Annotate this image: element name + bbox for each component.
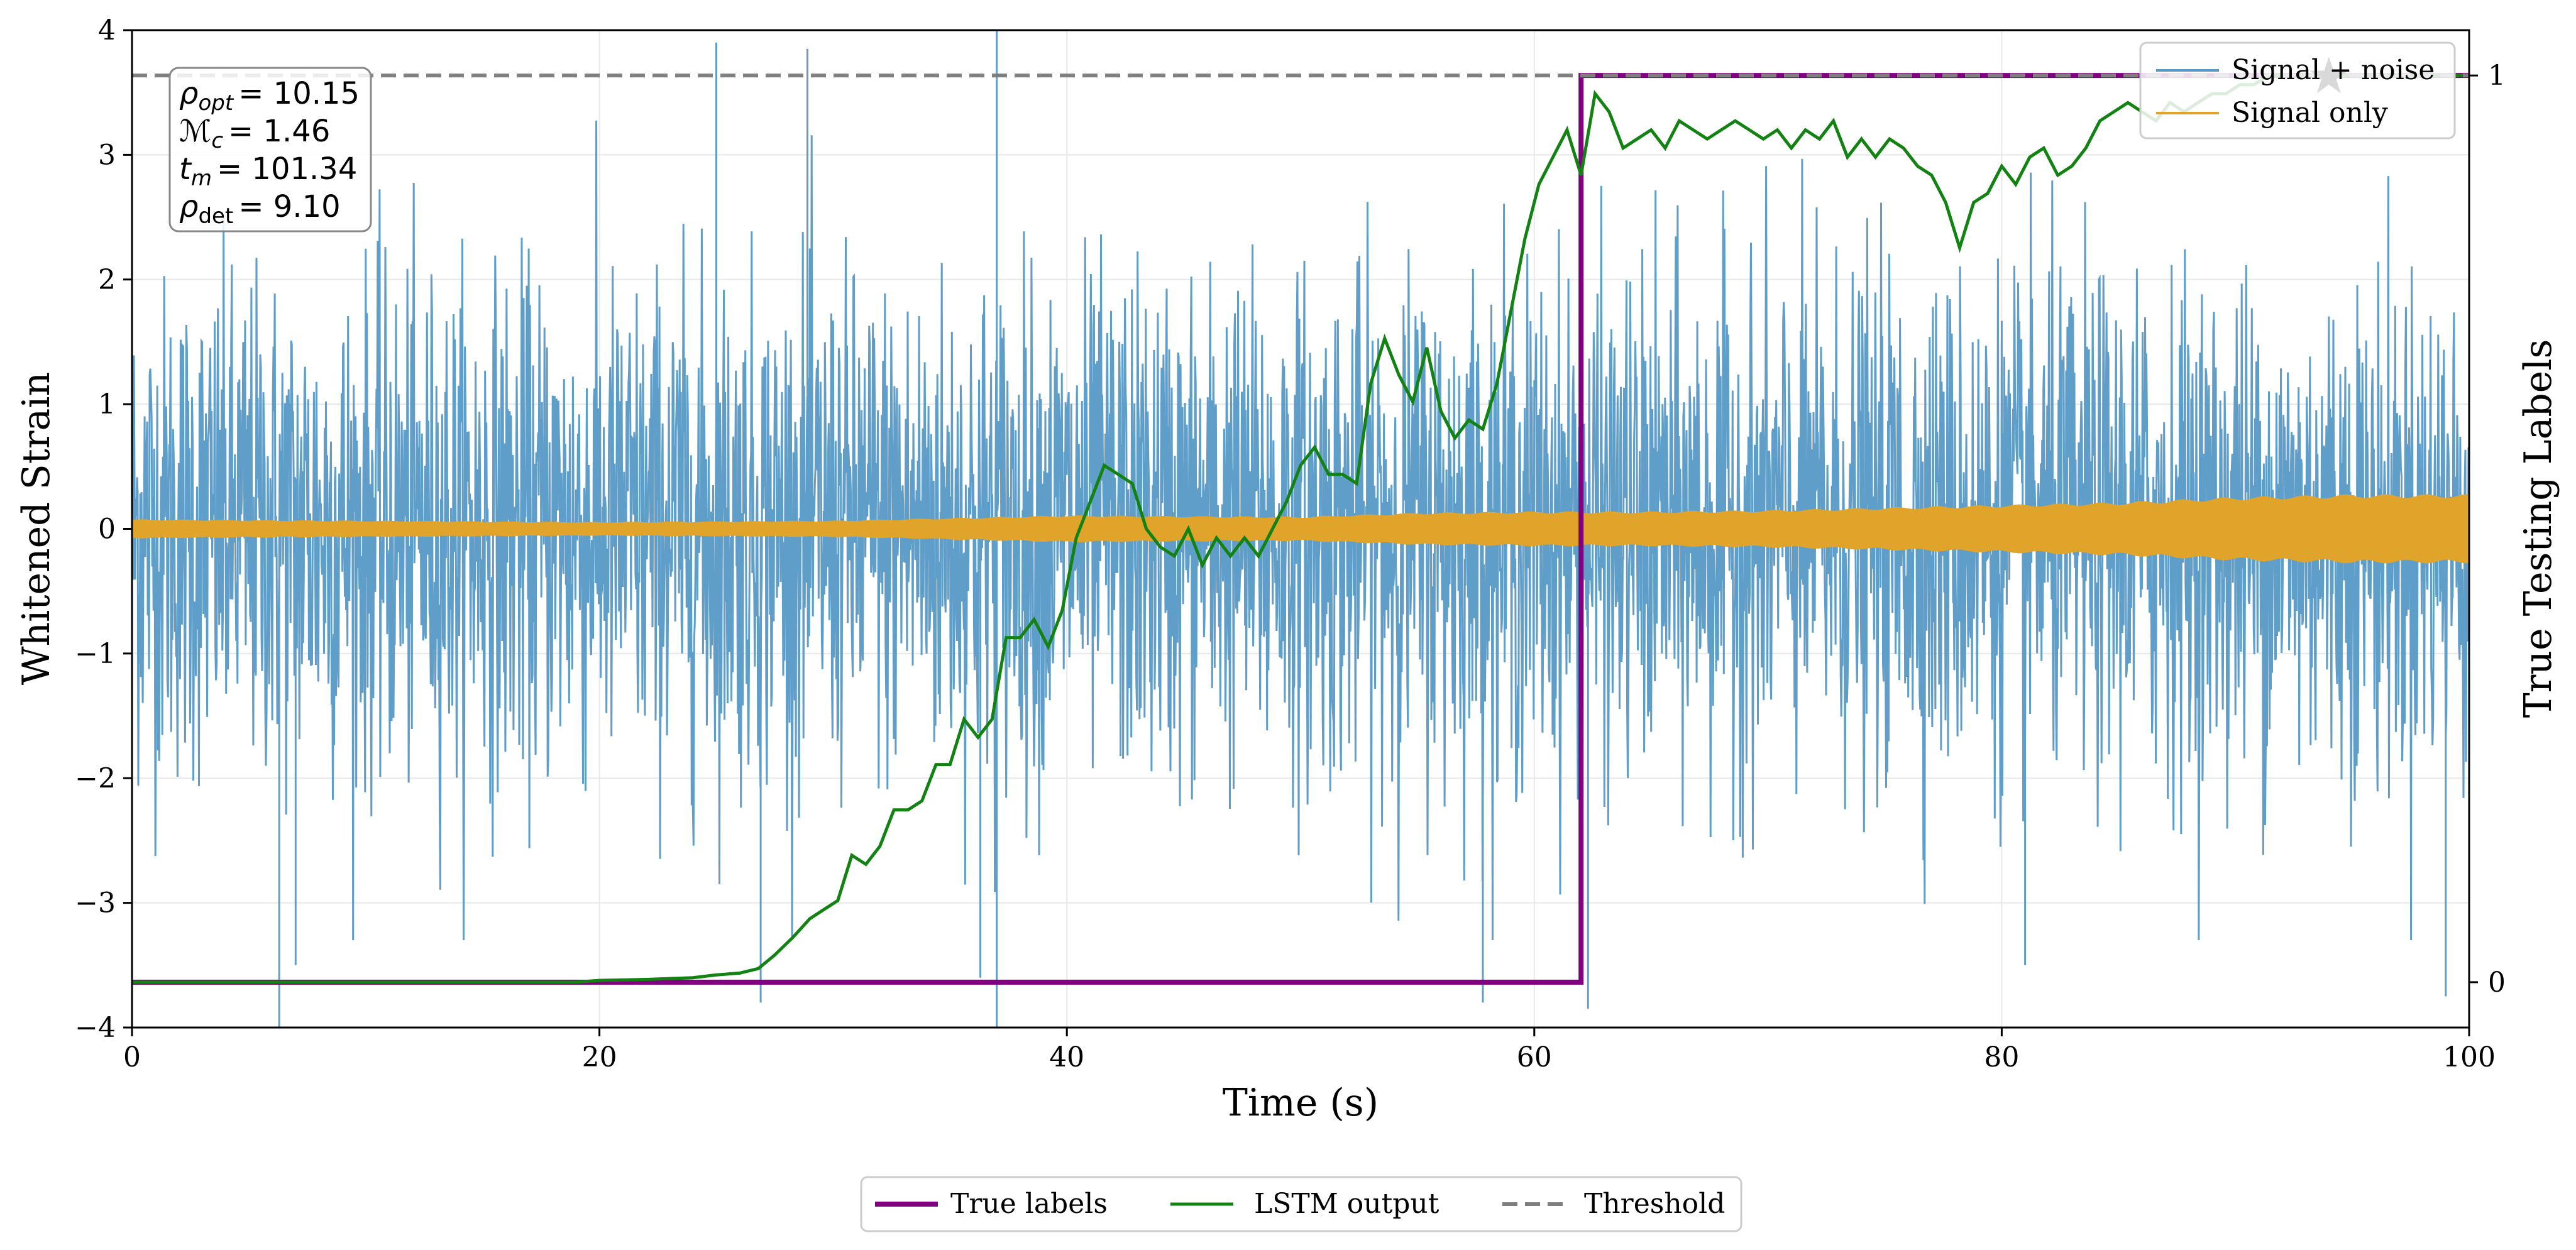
- x-tick-label: 80: [1984, 1041, 2019, 1073]
- y-tick-label: 4: [98, 14, 116, 47]
- legend-lstm-output-label: LSTM output: [1254, 1188, 1439, 1220]
- y-tick-label: −4: [75, 1012, 116, 1044]
- x-tick-label: 100: [2443, 1041, 2496, 1073]
- anno-rho-det-sub: det: [198, 204, 233, 229]
- y2-axis-title: True Testing Labels: [2516, 339, 2560, 718]
- anno-tm-sub: m: [191, 166, 212, 191]
- legend-true-labels-label: True labels: [950, 1188, 1108, 1220]
- x-tick-label: 0: [123, 1041, 141, 1073]
- y-tick-label: 3: [98, 139, 116, 171]
- y-tick-label: −2: [75, 762, 116, 794]
- anno-tm-symbol: t: [179, 151, 192, 187]
- annotation-box: ρopt = 10.15 ℳc = 1.46 tm = 101.34 ρdet = 9.…: [168, 67, 372, 233]
- y-tick-label: −1: [75, 638, 116, 670]
- x-axis-ticks: 0 20 40 60 80 100: [123, 1028, 2496, 1073]
- x-tick-label: 20: [582, 1041, 617, 1073]
- x-tick-label: 40: [1049, 1041, 1084, 1073]
- anno-rho-det: ρdet = 9.10: [179, 189, 341, 229]
- y2-tick-label: 1: [2488, 60, 2506, 92]
- anno-rho-opt-value: = 10.15: [238, 76, 360, 111]
- anno-chirp-mass: ℳc = 1.46: [179, 114, 330, 153]
- y-axis-ticks: −4 −3 −2 −1 0 1 2 3 4: [75, 14, 132, 1044]
- anno-rho-opt-sub: opt: [198, 90, 234, 116]
- legend-threshold-label: Threshold: [1584, 1188, 1725, 1220]
- legend-lower-frame: [860, 1176, 1742, 1232]
- lstm-output-line: [132, 74, 2469, 984]
- legend-signal-noise-label: Signal + noise: [2232, 54, 2435, 86]
- y-tick-label: 2: [98, 264, 116, 296]
- anno-rho-opt-symbol: ρ: [179, 76, 198, 111]
- legend-lower: True labels LSTM output Threshold: [860, 1176, 1742, 1232]
- y-tick-label: −3: [75, 887, 116, 919]
- legend-signal-only-label: Signal only: [2232, 97, 2388, 129]
- anno-rho-det-value: = 9.10: [238, 189, 340, 224]
- y-tick-label: 0: [98, 513, 116, 546]
- signal-noise-line: [132, 30, 2469, 1028]
- anno-rho-opt: ρopt = 10.15: [179, 76, 360, 116]
- anno-merger-time: tm = 101.34: [179, 151, 357, 191]
- legend-upper: Signal + noise Signal only: [2139, 41, 2456, 140]
- anno-tm-value: = 101.34: [217, 151, 357, 187]
- anno-rho-det-symbol: ρ: [179, 189, 198, 224]
- y2-tick-label: 0: [2488, 967, 2506, 999]
- y-tick-label: 1: [98, 388, 116, 420]
- y2-axis-ticks: 01: [2469, 60, 2506, 999]
- anno-mc-symbol: ℳ: [179, 114, 211, 149]
- anno-mc-sub: c: [211, 128, 223, 153]
- y-axis-title: Whitened Strain: [14, 372, 58, 685]
- signal-only-band: [132, 494, 2469, 564]
- x-tick-label: 60: [1517, 1041, 1552, 1073]
- anno-mc-value: = 1.46: [228, 114, 330, 149]
- annotation-frame: [168, 67, 372, 233]
- x-axis-title: Time (s): [1223, 1081, 1379, 1125]
